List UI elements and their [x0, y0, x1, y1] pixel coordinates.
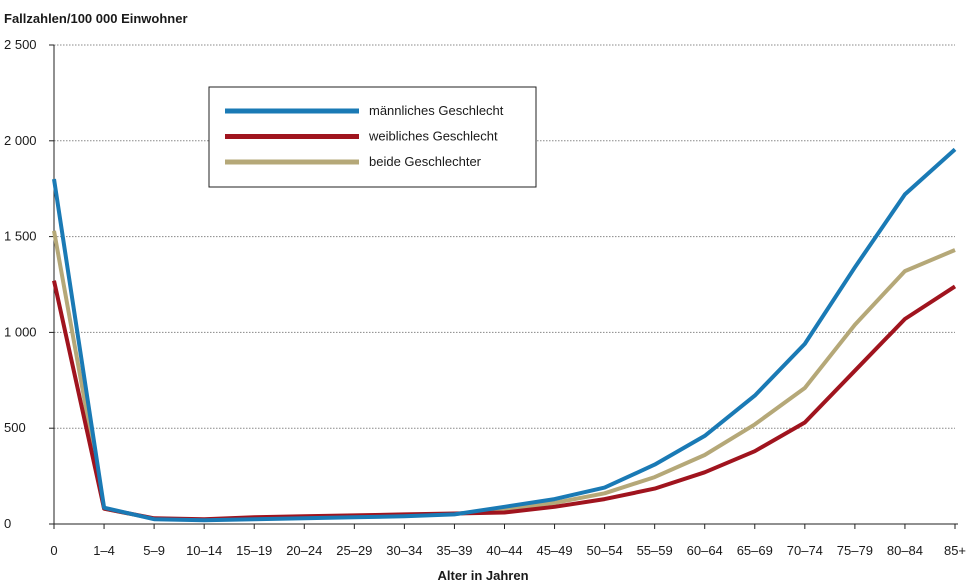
legend-label: weibliches Geschlecht	[368, 129, 498, 144]
x-tick-label: 75–79	[837, 543, 873, 558]
series-lines	[52, 147, 957, 523]
x-tick-label: 55–59	[637, 543, 673, 558]
x-tick-label: 10–14	[186, 543, 222, 558]
x-axis-title: Alter in Jahren	[437, 568, 528, 583]
y-tick-label: 500	[4, 420, 26, 435]
x-tick-label: 60–64	[687, 543, 723, 558]
x-tick-label: 45–49	[536, 543, 572, 558]
gridlines	[54, 44, 955, 429]
legend-label: männliches Geschlecht	[369, 103, 504, 118]
legend-label: beide Geschlechter	[369, 154, 482, 169]
series-line	[52, 280, 957, 522]
series-line	[52, 230, 956, 522]
x-tick-label: 80–84	[887, 543, 923, 558]
y-tick-label: 1 000	[4, 324, 37, 339]
x-axis: 0 1–4 5–9 10–14 15–19 20–24 25–29 30–34 35–39 40–…	[50, 45, 966, 558]
y-tick-label: 2 500	[4, 37, 37, 52]
x-tick-label: 0	[50, 543, 57, 558]
x-tick-label: 40–44	[486, 543, 522, 558]
series-line	[52, 147, 957, 523]
x-tick-label: 50–54	[587, 543, 623, 558]
y-tick-label: 0	[4, 516, 11, 531]
x-tick-label: 30–34	[386, 543, 422, 558]
x-tick-label: 1–4	[93, 543, 115, 558]
x-tick-label: 65–69	[737, 543, 773, 558]
x-tick-label: 70–74	[787, 543, 823, 558]
x-tick-label: 85+	[944, 543, 966, 558]
y-axis-title: Fallzahlen/100 000 Einwohner	[4, 11, 188, 26]
y-axis-ticks: 0 500 1 000 1 500 2 000 2 500	[4, 37, 54, 531]
legend: männliches Geschlecht weibliches Geschlec…	[208, 86, 537, 188]
x-tick-label: 15–19	[236, 543, 272, 558]
x-tick-label: 35–39	[436, 543, 472, 558]
x-tick-label: 20–24	[286, 543, 322, 558]
y-tick-label: 2 000	[4, 133, 37, 148]
y-tick-label: 1 500	[4, 229, 37, 244]
x-tick-label: 5–9	[143, 543, 165, 558]
x-tick-label: 25–29	[336, 543, 372, 558]
